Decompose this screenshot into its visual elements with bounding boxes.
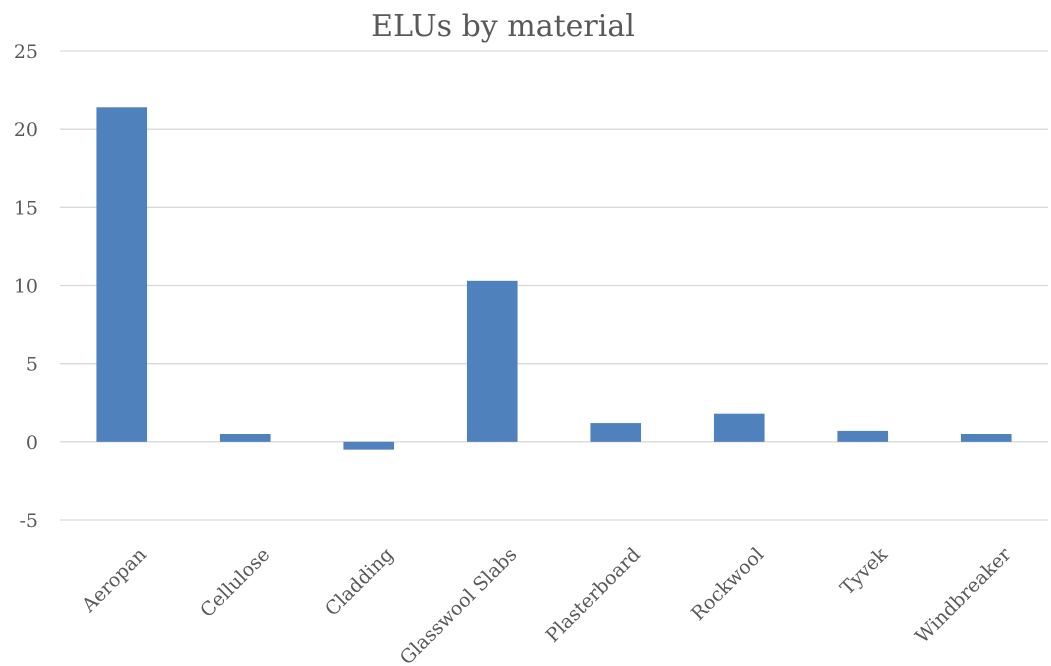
y-tick-label: 20 xyxy=(14,119,38,141)
bar-aeropan xyxy=(96,107,148,442)
x-tick-label: Plasterboard xyxy=(542,544,645,647)
x-tick-label: Cladding xyxy=(321,544,398,621)
x-tick-label: Aeropan xyxy=(77,544,151,618)
x-tick-label: Glasswool Slabs xyxy=(396,544,522,666)
chart-title: ELUs by material xyxy=(371,9,635,44)
x-tick-label: Cellulose xyxy=(196,544,274,622)
bar-glasswool-slabs xyxy=(466,280,518,442)
y-tick-label: -5 xyxy=(19,510,38,532)
bar-tyvek xyxy=(837,430,889,442)
y-tick-label: 10 xyxy=(14,276,38,298)
gridlines xyxy=(60,50,1048,521)
bar-windbreaker xyxy=(960,434,1012,442)
y-tick-label: 25 xyxy=(14,41,38,63)
bar-rockwool xyxy=(713,413,765,442)
bar-cellulose xyxy=(219,434,271,442)
bars xyxy=(96,107,1012,450)
y-tick-label: 5 xyxy=(26,354,38,376)
y-axis-tick-labels: -5 0 5 10 15 20 25 xyxy=(14,41,38,532)
y-tick-label: 0 xyxy=(26,432,38,454)
bar-plasterboard xyxy=(590,423,642,442)
y-tick-label: 15 xyxy=(14,197,38,219)
bar-cladding xyxy=(343,441,395,450)
x-tick-label: Rockwool xyxy=(687,544,768,625)
x-tick-label: Tyvek xyxy=(836,543,892,599)
x-tick-label: Windbreaker xyxy=(911,543,1016,648)
